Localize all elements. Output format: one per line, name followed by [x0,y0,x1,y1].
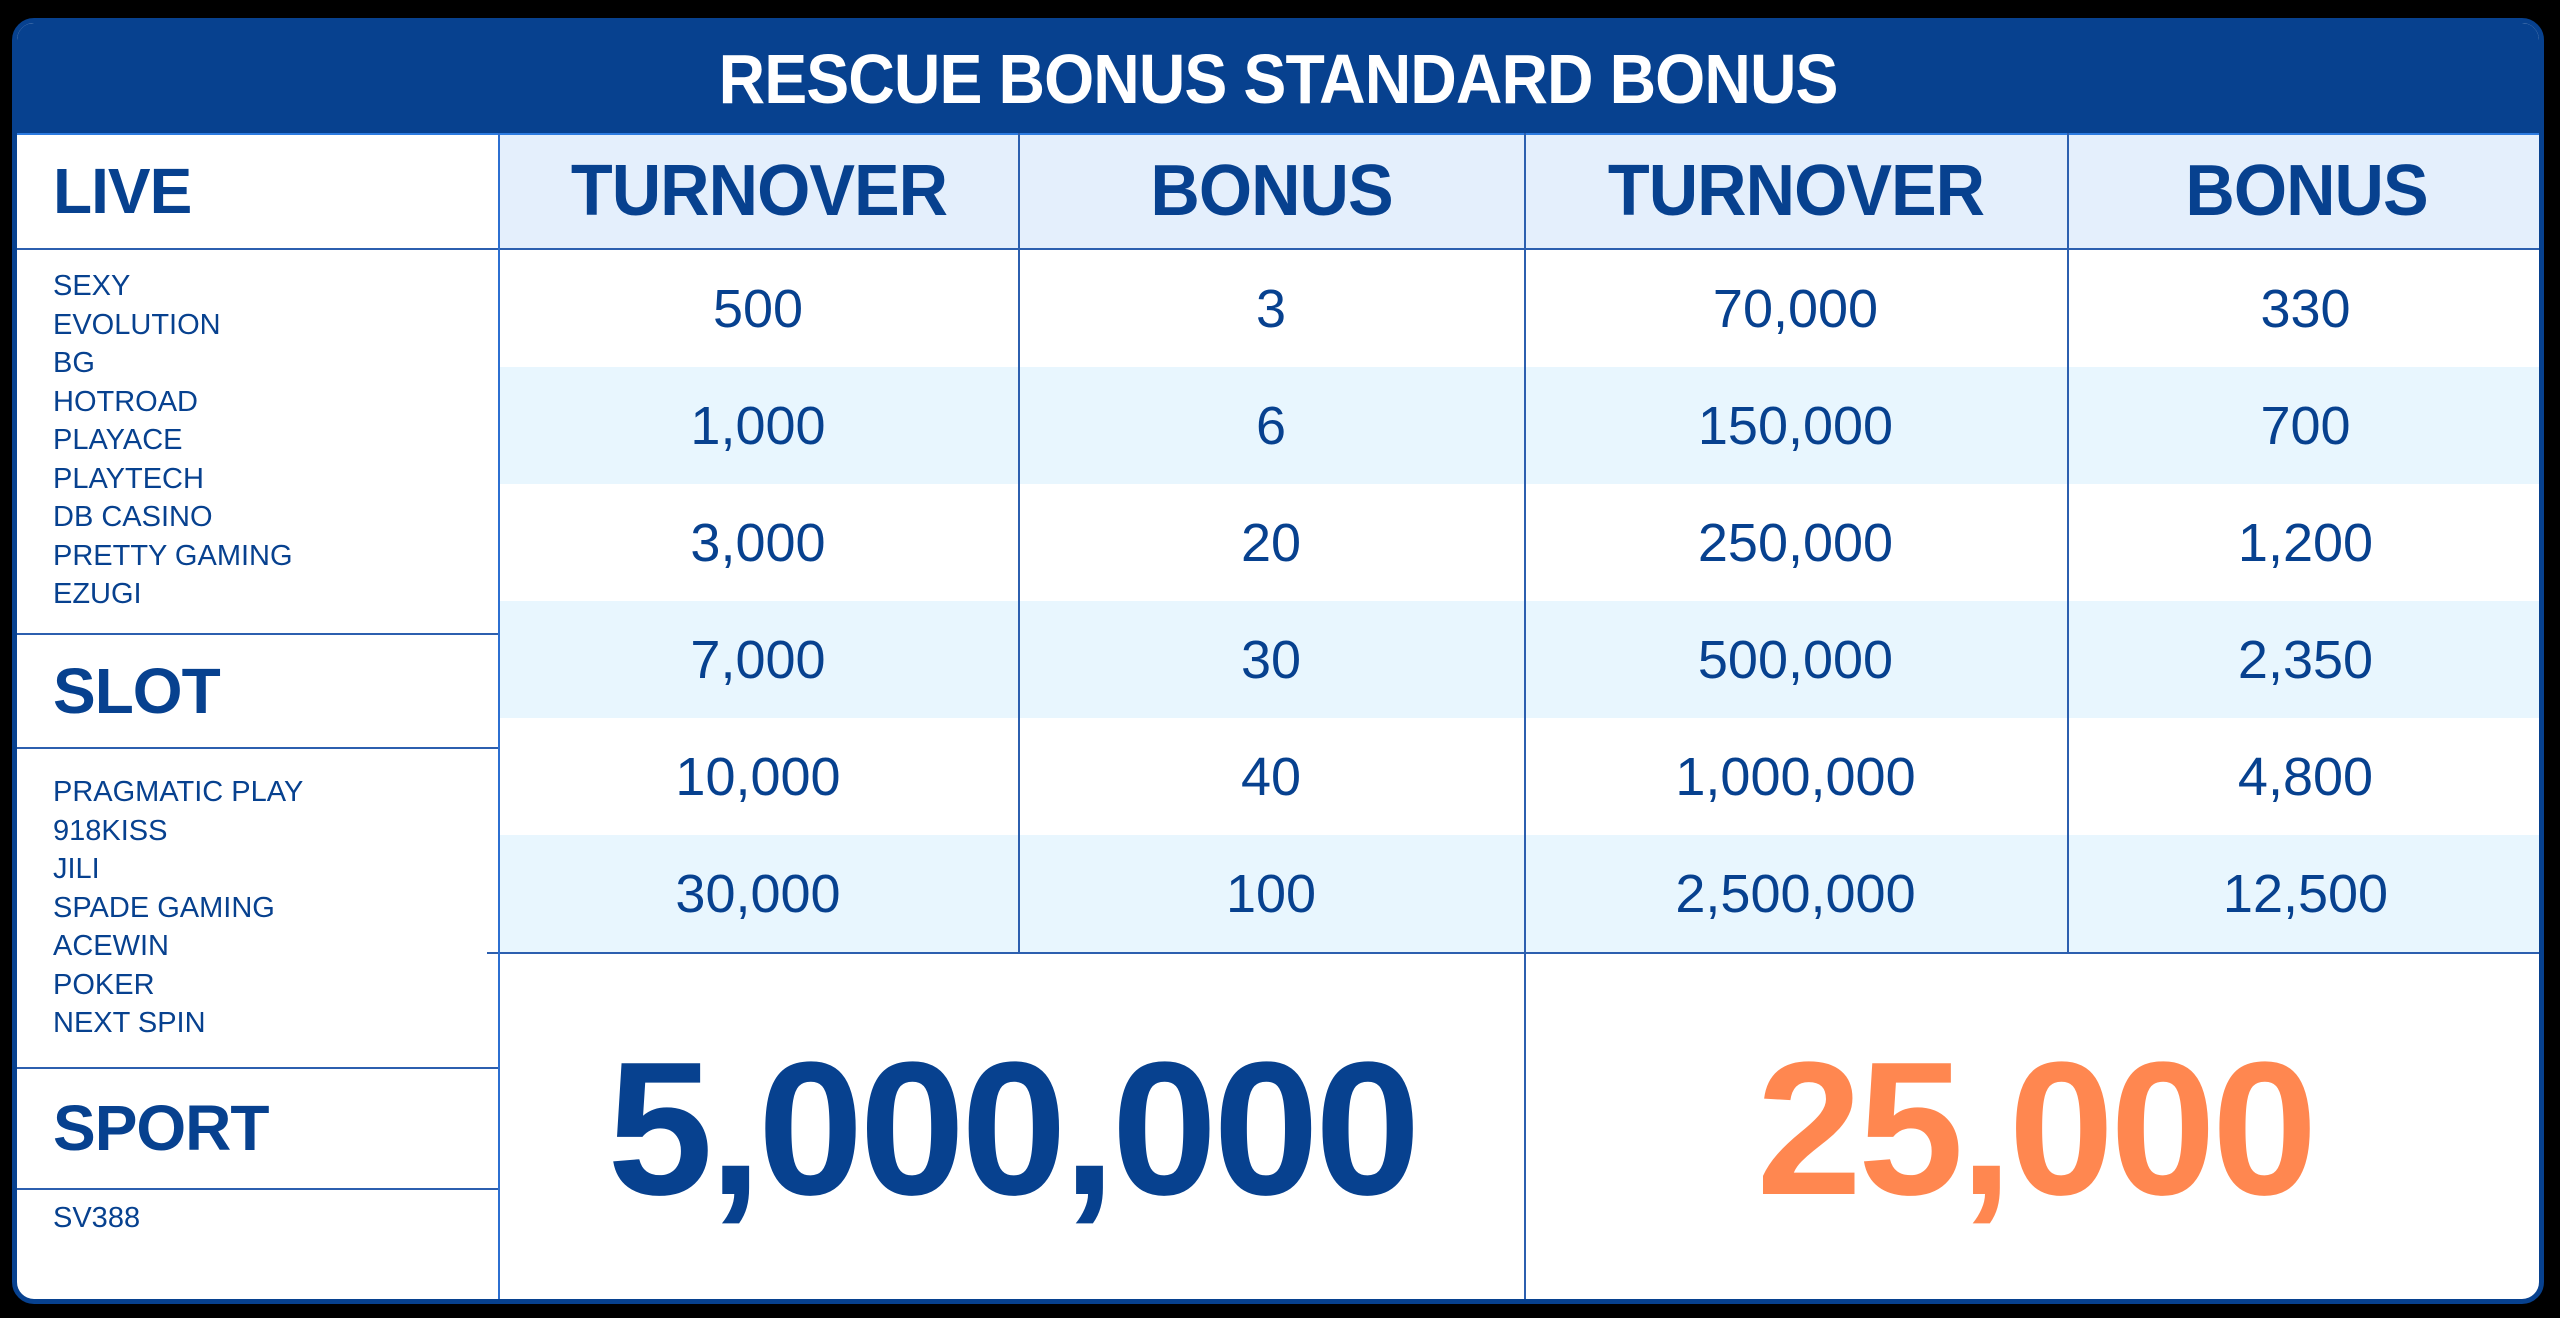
turnover-cell: 70,000 [1712,278,1879,339]
provider-item: PLAYACE [53,424,183,456]
bonus-table-card: RESCUE BONUS STANDARD BONUS TURNOVER BON… [12,18,2544,1304]
category-sport-heading: SPORT [53,1092,269,1164]
bonus-cell: 40 [1240,746,1302,807]
bonus-cell: 30 [1240,629,1302,690]
provider-item: DB CASINO [53,501,213,533]
category-live-providers: SEXY EVOLUTION BG HOTROAD PLAYACE PLAYTE… [17,267,498,614]
turnover-cell: 150,000 [1697,395,1894,456]
total-bonus: 25,000 [1756,1023,2317,1235]
divider [17,1067,498,1069]
bonus-cell: 4,800 [2237,746,2374,807]
table-row: 1,000 6 150,000 700 [498,367,2539,484]
divider [2067,133,2069,954]
column-header-turnover-1: TURNOVER [500,134,1018,248]
category-live-heading: LIVE [53,155,192,227]
column-header-label: TURNOVER [1608,151,1985,231]
divider [17,747,498,749]
bonus-cell: 6 [1255,395,1287,456]
provider-item: EVOLUTION [53,308,221,341]
divider [487,952,2539,954]
provider-item: HOTROAD [53,385,198,418]
turnover-cell: 500,000 [1697,629,1894,690]
column-header-turnover-2: TURNOVER [1526,134,2067,248]
turnover-cell: 7,000 [690,629,826,690]
bonus-cell: 2,350 [2237,629,2374,690]
provider-item: EZUGI [53,578,142,610]
provider-item: PRETTY GAMING [53,539,293,572]
column-header-bonus-1: BONUS [1020,134,1524,248]
column-header-label: BONUS [1150,151,1394,231]
table-row: 500 3 70,000 330 [498,250,2539,367]
bonus-cell: 12,500 [2222,863,2389,924]
provider-item: PLAYTECH [53,462,204,495]
table-row: 7,000 30 500,000 2,350 [498,601,2539,718]
turnover-cell: 30,000 [675,863,841,924]
column-header-bonus-2: BONUS [2069,134,2539,248]
title-band: RESCUE BONUS STANDARD BONUS [17,23,2539,135]
bonus-cell: 3 [1255,278,1287,339]
category-slot-heading: SLOT [53,654,221,727]
provider-item: JILI [53,853,100,885]
column-header-label: TURNOVER [570,151,948,231]
divider [17,1188,498,1190]
turnover-cell: 1,000,000 [1675,746,1916,807]
turnover-cell: 3,000 [690,512,826,573]
provider-item: SV388 [53,1202,141,1234]
bonus-cell: 330 [2260,278,2351,339]
table-row: 10,000 40 1,000,000 4,800 [498,718,2539,835]
divider [1524,133,1526,1299]
divider [17,133,2539,135]
category-slot-providers: PRAGMATIC PLAY 918KISS JILI SPADE GAMING… [17,773,498,1043]
column-header-label: BONUS [2185,151,2428,231]
provider-item: POKER [53,968,155,1001]
turnover-cell: 250,000 [1697,512,1894,573]
provider-item: 918KISS [53,814,168,847]
divider [1018,133,1020,954]
provider-item: NEXT SPIN [53,1007,206,1039]
provider-item: ACEWIN [53,930,169,962]
table-row: 30,000 100 2,500,000 12,500 [498,835,2539,952]
page-title: RESCUE BONUS STANDARD BONUS [718,40,1839,118]
bonus-cell: 20 [1240,512,1302,573]
turnover-cell: 500 [712,278,804,339]
divider [498,133,500,1299]
turnover-cell: 10,000 [675,746,841,807]
divider [17,633,498,635]
bonus-cell: 100 [1225,863,1317,924]
bonus-cell: 1,200 [2237,512,2374,573]
total-turnover: 5,000,000 [607,1023,1420,1235]
divider [17,248,2539,250]
category-sport-providers: SV388 [17,1199,498,1238]
turnover-cell: 1,000 [690,395,826,456]
provider-item: PRAGMATIC PLAY [53,776,304,808]
table-row: 3,000 20 250,000 1,200 [498,484,2539,601]
turnover-cell: 2,500,000 [1675,863,1916,924]
bonus-cell: 700 [2260,395,2351,456]
provider-item: BG [53,347,95,379]
provider-item: SEXY [53,270,131,302]
provider-item: SPADE GAMING [53,891,275,924]
